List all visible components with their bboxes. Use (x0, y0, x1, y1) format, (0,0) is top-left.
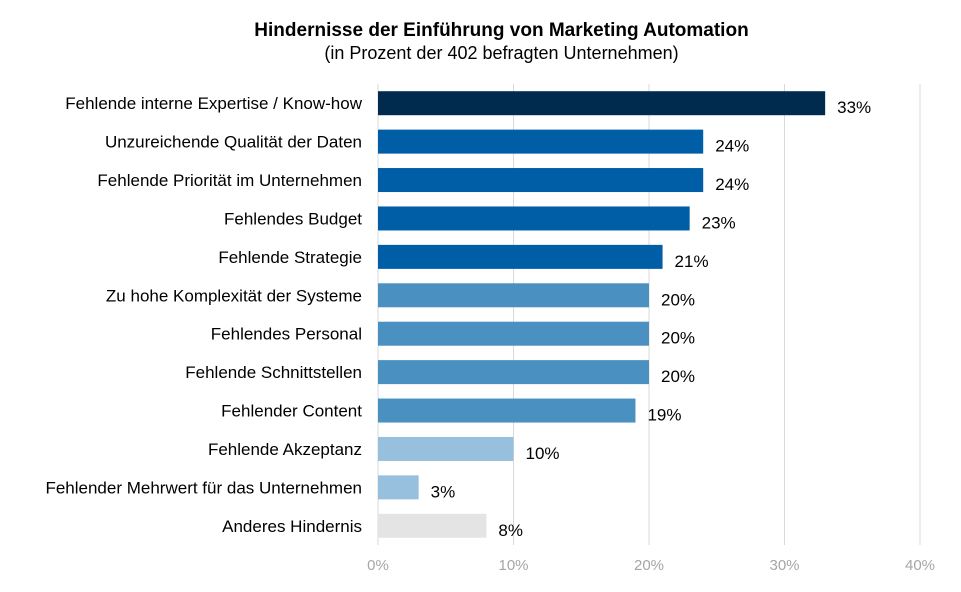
category-label-5: Zu hohe Komplexität der Systeme (106, 286, 362, 305)
value-label-6: 20% (661, 329, 695, 348)
value-label-10: 3% (431, 482, 456, 501)
bar-10 (378, 475, 419, 500)
category-label-6: Fehlendes Personal (211, 325, 362, 344)
chart-title: Hindernisse der Einführung von Marketing… (254, 20, 749, 41)
category-label-7: Fehlende Schnittstellen (185, 363, 362, 382)
bar-9 (378, 436, 514, 461)
category-label-0: Fehlende interne Expertise / Know-how (65, 94, 362, 113)
bar-5 (378, 283, 649, 308)
category-label-11: Anderes Hindernis (222, 517, 362, 536)
value-label-11: 8% (498, 521, 523, 540)
x-tick-label-0: 0% (367, 557, 389, 574)
value-label-1: 24% (715, 137, 749, 156)
bar-8 (378, 398, 636, 423)
x-tick-label-3: 30% (769, 557, 799, 574)
value-label-4: 21% (675, 252, 709, 271)
category-label-10: Fehlender Mehrwert für das Unternehmen (45, 478, 362, 497)
category-label-8: Fehlender Content (221, 402, 362, 421)
category-label-4: Fehlende Strategie (218, 248, 362, 267)
category-label-1: Unzureichende Qualität der Daten (105, 133, 362, 152)
bar-7 (378, 360, 649, 385)
x-tick-label-2: 20% (634, 557, 664, 574)
category-label-2: Fehlende Priorität im Unternehmen (97, 171, 362, 190)
value-label-9: 10% (526, 444, 560, 463)
bar-6 (378, 321, 649, 346)
value-label-3: 23% (702, 213, 736, 232)
value-label-5: 20% (661, 290, 695, 309)
bar-2 (378, 168, 704, 193)
value-label-8: 19% (647, 406, 681, 425)
x-tick-label-4: 40% (905, 557, 935, 574)
category-label-9: Fehlende Akzeptanz (208, 440, 362, 459)
chart-subtitle: (in Prozent der 402 befragten Unternehme… (324, 43, 679, 63)
value-label-7: 20% (661, 367, 695, 386)
bar-3 (378, 206, 690, 231)
value-label-0: 33% (837, 98, 871, 117)
value-label-2: 24% (715, 175, 749, 194)
bar-0 (378, 91, 826, 116)
x-tick-label-1: 10% (498, 557, 528, 574)
bar-1 (378, 129, 704, 154)
bar-11 (378, 513, 487, 538)
category-label-3: Fehlendes Budget (224, 209, 362, 228)
bar-4 (378, 244, 663, 269)
